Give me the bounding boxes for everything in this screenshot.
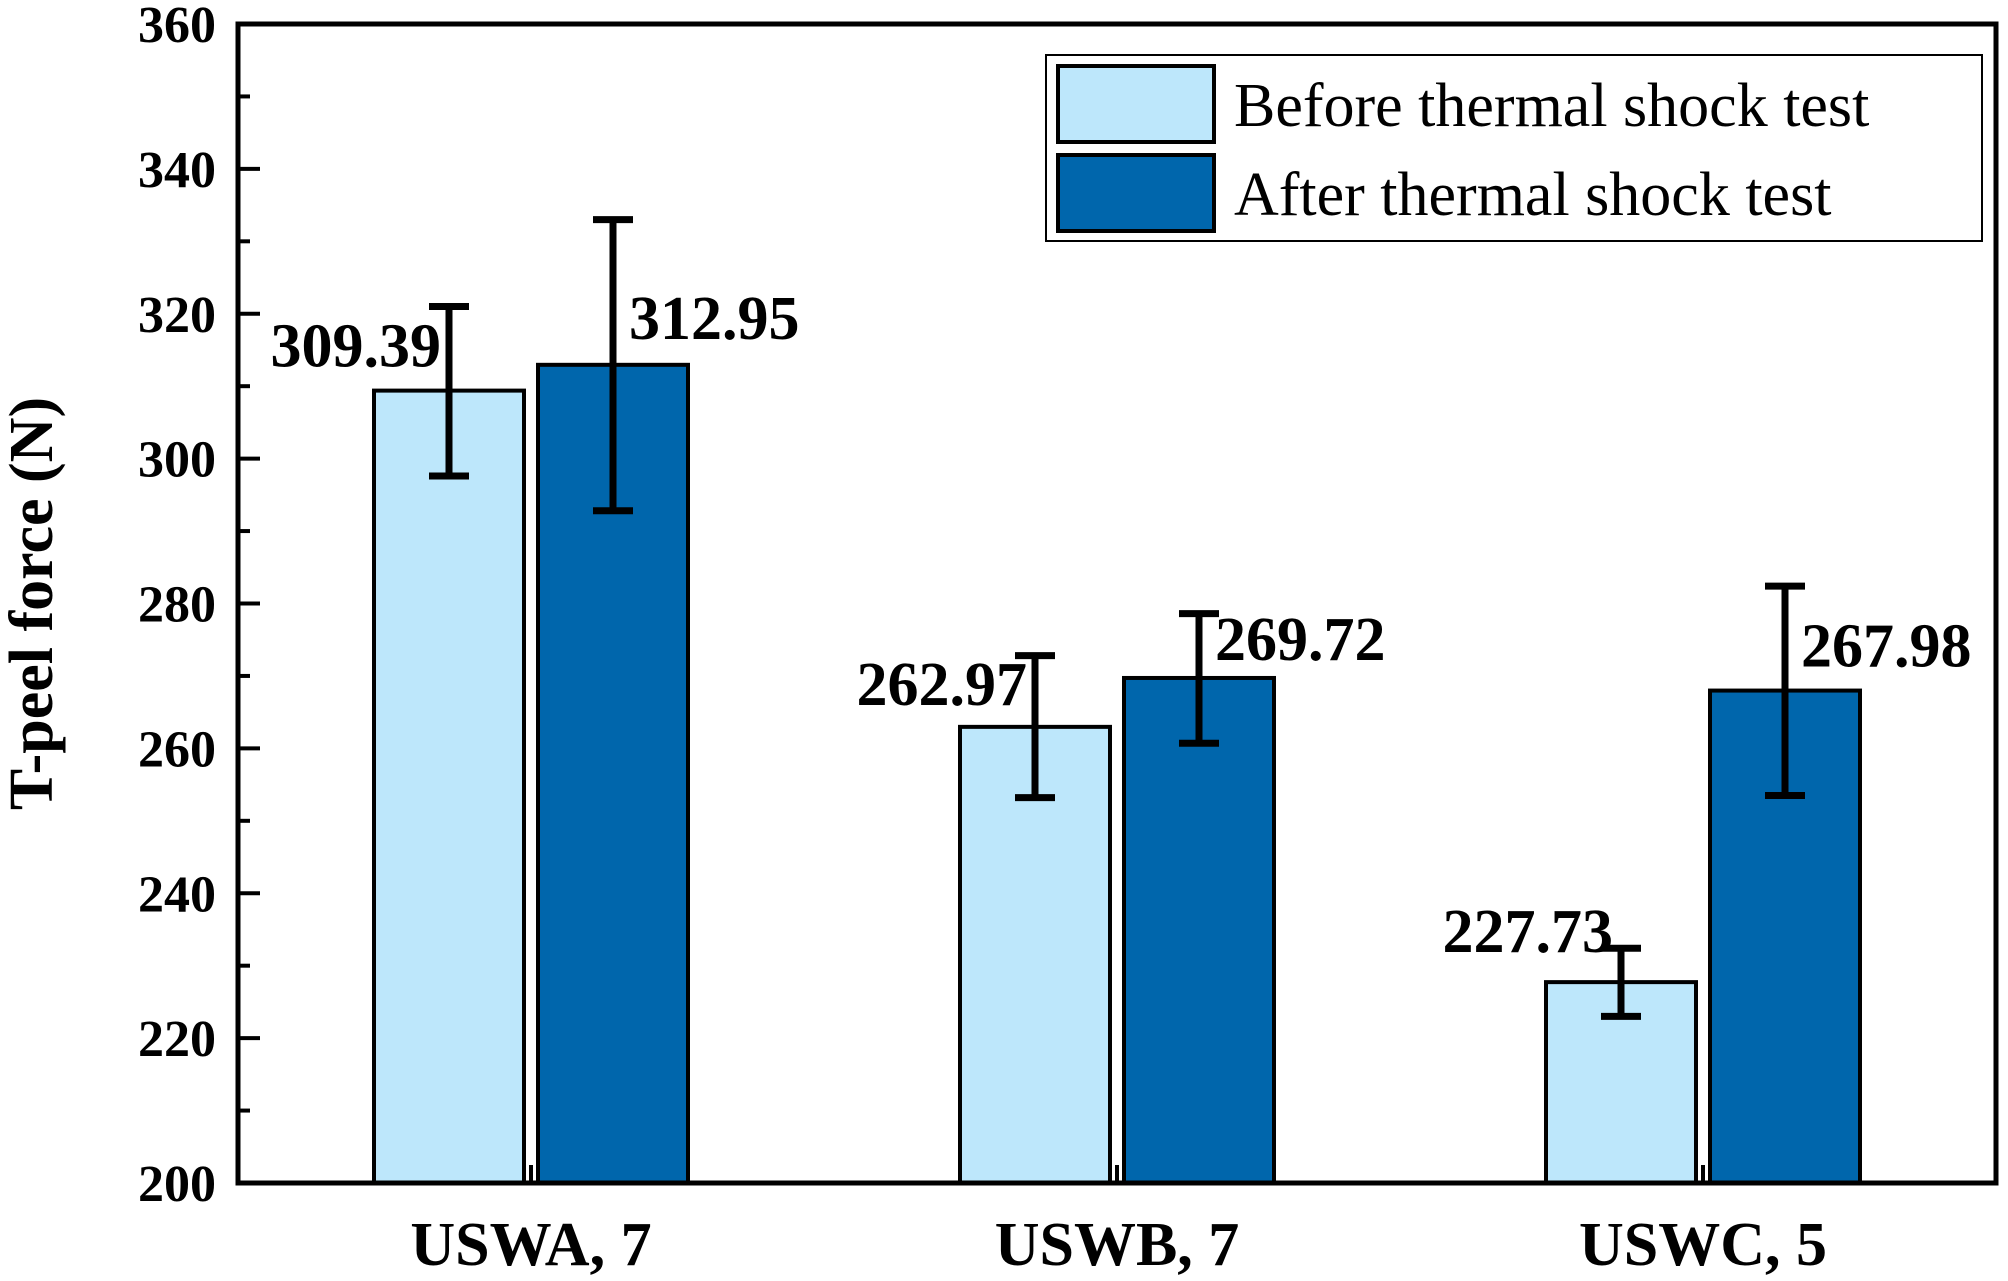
- x-tick-label: USWB, 7: [995, 1211, 1240, 1279]
- y-tick-label: 240: [138, 866, 216, 923]
- error-bars-layer: [429, 216, 1805, 1020]
- y-axis-title: T-peel force (N): [0, 397, 66, 810]
- bar: [958, 724, 1112, 1186]
- data-label: 269.72: [1215, 606, 1386, 674]
- y-tick-label: 300: [138, 432, 216, 489]
- y-tick-label: 360: [138, 0, 216, 54]
- bars-layer: [372, 362, 1862, 1186]
- y-tick-label: 340: [138, 142, 216, 199]
- data-label: 312.95: [629, 285, 800, 353]
- data-label: 262.97: [857, 651, 1028, 719]
- bar: [1122, 675, 1276, 1185]
- data-labels-layer: 309.39 312.95 262.97 269.72 227.73 267.98: [271, 285, 1972, 966]
- y-tick-label: 200: [138, 1156, 216, 1213]
- bar: [372, 388, 526, 1185]
- data-label: 309.39: [271, 313, 442, 381]
- y-axis: 200 220 240 260 280 300 320 340 360: [138, 0, 260, 1213]
- y-tick-label: 280: [138, 577, 216, 634]
- legend-swatch-after: [1056, 153, 1216, 233]
- y-tick-label: 320: [138, 287, 216, 344]
- x-tick-label: USWC, 5: [1579, 1211, 1827, 1279]
- legend: Before thermal shock test After thermal …: [1045, 54, 1983, 242]
- data-label: 227.73: [1443, 898, 1614, 966]
- data-label: 267.98: [1801, 613, 1972, 681]
- bar: [1708, 688, 1862, 1185]
- legend-swatch-before: [1056, 64, 1216, 144]
- x-axis: USWA, 7 USWB, 7 USWC, 5: [410, 1165, 1827, 1279]
- x-tick-label: USWA, 7: [410, 1211, 651, 1279]
- legend-label-before: Before thermal shock test: [1234, 72, 1869, 140]
- y-tick-label: 220: [138, 1011, 216, 1068]
- legend-label-after: After thermal shock test: [1234, 161, 1831, 229]
- y-tick-label: 260: [138, 721, 216, 778]
